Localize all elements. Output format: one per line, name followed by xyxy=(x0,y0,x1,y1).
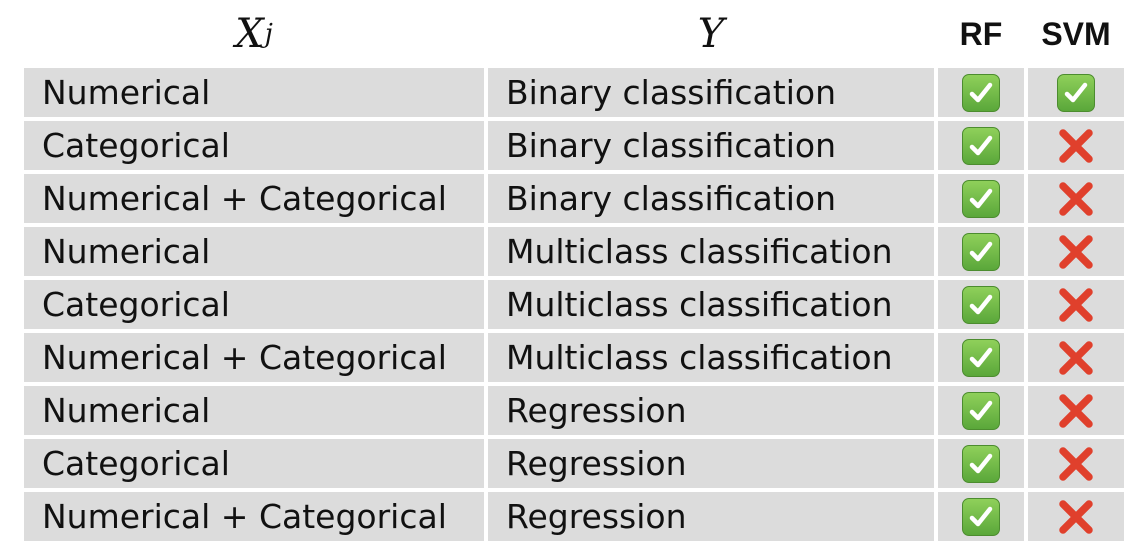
cross-icon xyxy=(1056,232,1096,272)
cross-icon xyxy=(1056,338,1096,378)
cell-rf xyxy=(938,68,1024,117)
cell-svm xyxy=(1028,121,1124,170)
table-row: Numerical Multiclass classification xyxy=(0,227,1136,276)
cell-rf xyxy=(938,439,1024,488)
cross-icon xyxy=(1056,126,1096,166)
cell-x-type: Numerical xyxy=(24,68,484,117)
cell-y-task: Multiclass classification xyxy=(488,280,934,329)
cell-y-task: Regression xyxy=(488,386,934,435)
cell-y-task: Multiclass classification xyxy=(488,227,934,276)
cell-svm xyxy=(1028,280,1124,329)
cross-icon xyxy=(1056,179,1096,219)
check-icon xyxy=(962,444,1000,483)
cell-svm xyxy=(1028,386,1124,435)
header-y-symbol: Y xyxy=(697,11,725,57)
cell-rf xyxy=(938,280,1024,329)
cell-svm xyxy=(1028,439,1124,488)
cell-x-type: Numerical + Categorical xyxy=(24,174,484,223)
header-y-variable: Y xyxy=(488,0,934,68)
cell-x-type: Numerical + Categorical xyxy=(24,333,484,382)
cross-icon xyxy=(1056,391,1096,431)
cross-icon xyxy=(1056,444,1096,484)
header-svm: SVM xyxy=(1041,15,1111,52)
table-row: Categorical Multiclass classification xyxy=(0,280,1136,329)
check-icon xyxy=(962,338,1000,377)
cell-y-task: Binary classification xyxy=(488,68,934,117)
check-icon xyxy=(962,179,1000,218)
table-row: Numerical + Categorical Multiclass classi… xyxy=(0,333,1136,382)
cell-x-type: Categorical xyxy=(24,439,484,488)
table-row: Numerical Binary classification xyxy=(0,68,1136,117)
cell-x-type: Categorical xyxy=(24,121,484,170)
cell-y-task: Regression xyxy=(488,439,934,488)
check-icon xyxy=(962,73,1000,112)
cross-icon xyxy=(1056,285,1096,325)
cell-svm xyxy=(1028,174,1124,223)
cell-y-task: Regression xyxy=(488,492,934,541)
cell-y-task: Binary classification xyxy=(488,121,934,170)
check-icon xyxy=(962,391,1000,430)
cell-x-type: Numerical xyxy=(24,227,484,276)
cell-x-type: Categorical xyxy=(24,280,484,329)
check-icon xyxy=(962,285,1000,324)
cell-rf xyxy=(938,333,1024,382)
table-row: Numerical + Categorical Binary classifica… xyxy=(0,174,1136,223)
header-rf: RF xyxy=(959,15,1003,52)
table-row: Categorical Binary classification xyxy=(0,121,1136,170)
cell-rf xyxy=(938,174,1024,223)
check-icon xyxy=(962,232,1000,271)
cell-rf xyxy=(938,386,1024,435)
table-row: Categorical Regression xyxy=(0,439,1136,488)
table-row: Numerical + Categorical Regression xyxy=(0,492,1136,541)
header-x-symbol: X xyxy=(235,11,264,57)
cell-svm xyxy=(1028,227,1124,276)
cross-icon xyxy=(1056,497,1096,537)
cell-y-task: Multiclass classification xyxy=(488,333,934,382)
cell-x-type: Numerical xyxy=(24,386,484,435)
header-x-subscript: j xyxy=(264,19,273,49)
cell-svm xyxy=(1028,492,1124,541)
cell-svm xyxy=(1028,68,1124,117)
check-icon xyxy=(962,126,1000,165)
cell-svm xyxy=(1028,333,1124,382)
cell-x-type: Numerical + Categorical xyxy=(24,492,484,541)
check-icon xyxy=(1057,73,1095,112)
cell-rf xyxy=(938,227,1024,276)
check-icon xyxy=(962,497,1000,536)
table-row: Numerical Regression xyxy=(0,386,1136,435)
cell-rf xyxy=(938,121,1024,170)
cell-y-task: Binary classification xyxy=(488,174,934,223)
cell-rf xyxy=(938,492,1024,541)
